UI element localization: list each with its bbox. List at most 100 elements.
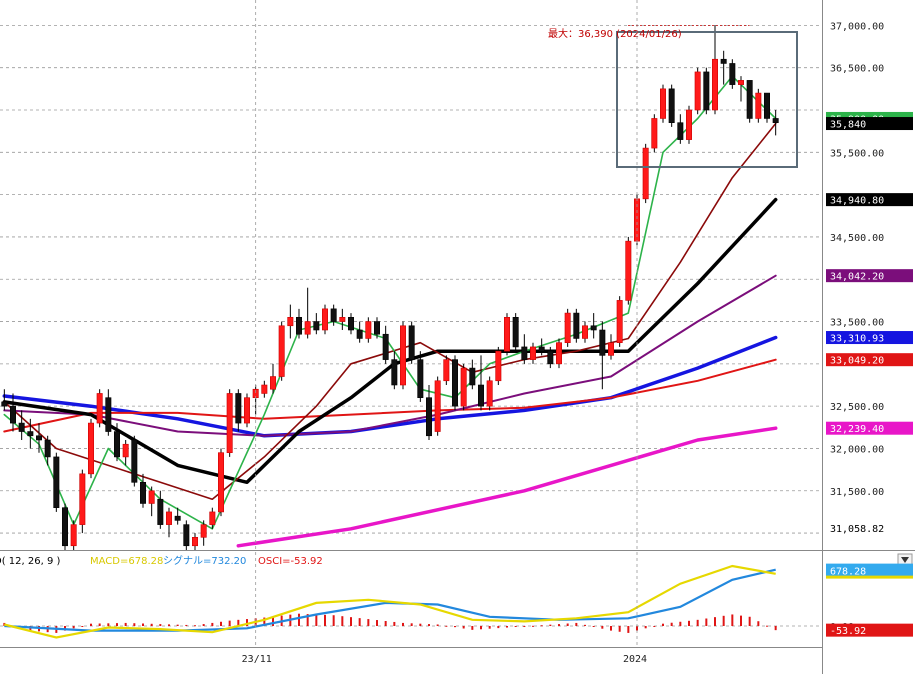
highlight-box bbox=[616, 31, 798, 168]
candle bbox=[348, 313, 354, 335]
candle bbox=[296, 308, 302, 339]
candle bbox=[772, 110, 779, 136]
candle-body bbox=[174, 515, 181, 521]
candle bbox=[183, 520, 190, 550]
candle-body bbox=[616, 300, 623, 343]
candle-body bbox=[53, 456, 60, 508]
macd-params-label: D( 12, 26, 9 ) bbox=[0, 556, 60, 567]
candle bbox=[304, 287, 311, 339]
candle bbox=[417, 351, 424, 402]
osci-bar bbox=[332, 615, 335, 626]
candle-body bbox=[140, 482, 146, 504]
candle bbox=[530, 342, 536, 364]
candle bbox=[703, 67, 710, 115]
price-tick-label: 32,000.00 bbox=[830, 444, 884, 455]
osci-bar bbox=[272, 616, 274, 626]
osci-bar bbox=[601, 626, 604, 629]
candle-body bbox=[304, 321, 311, 335]
osci-bar bbox=[228, 620, 231, 626]
price-tag-label: 35,840 bbox=[830, 120, 866, 131]
osci-bar bbox=[306, 614, 309, 626]
candle-body bbox=[755, 92, 762, 119]
osci-bar bbox=[618, 626, 621, 632]
osci-bar bbox=[315, 614, 318, 626]
candle bbox=[140, 473, 146, 508]
candle-body bbox=[148, 490, 155, 504]
candle-body bbox=[192, 537, 198, 547]
osci-bar bbox=[731, 614, 734, 626]
time-tick-label: 23/11 bbox=[242, 654, 272, 665]
price-tag: 34,042.20 bbox=[826, 269, 913, 283]
candle-body bbox=[712, 58, 718, 111]
candle-body bbox=[660, 88, 666, 119]
candle bbox=[504, 313, 510, 356]
candle-body bbox=[200, 524, 207, 538]
candle-body bbox=[426, 397, 432, 437]
price-tick-label: 31,500.00 bbox=[830, 487, 884, 498]
osci-bar bbox=[679, 621, 682, 626]
candle bbox=[313, 313, 320, 335]
candle-body bbox=[521, 346, 528, 360]
candle-body bbox=[296, 317, 302, 335]
osci-bar bbox=[480, 626, 482, 630]
candle bbox=[18, 410, 25, 440]
candle bbox=[443, 355, 450, 385]
candle bbox=[677, 114, 684, 144]
candle bbox=[469, 359, 476, 390]
price-tags: 35,900.0035,84034,940.8034,042.2033,310.… bbox=[826, 111, 913, 535]
macd-series bbox=[0, 564, 822, 639]
candle-body bbox=[573, 312, 580, 339]
candle bbox=[226, 389, 233, 457]
candle-body bbox=[408, 325, 415, 360]
candle bbox=[625, 236, 632, 305]
osci-bar bbox=[627, 626, 630, 633]
osci-bar bbox=[497, 626, 500, 629]
candle bbox=[96, 389, 103, 428]
osci-bar bbox=[471, 626, 474, 630]
osci-bar bbox=[488, 626, 491, 629]
osci-bar bbox=[506, 626, 508, 628]
candle-body bbox=[547, 350, 554, 365]
osci-bar bbox=[462, 626, 465, 629]
price-tag: 31,058.82 bbox=[826, 521, 913, 535]
osci-bar bbox=[549, 624, 552, 626]
candle-body bbox=[608, 342, 614, 356]
candle-body bbox=[677, 122, 684, 140]
candle-body bbox=[590, 325, 597, 331]
candle-body bbox=[642, 147, 649, 200]
candle bbox=[564, 308, 571, 347]
candle bbox=[573, 308, 580, 343]
candle-body bbox=[365, 321, 372, 339]
candle bbox=[712, 25, 718, 115]
candle-body bbox=[564, 312, 571, 343]
candle-body bbox=[452, 359, 458, 407]
candle-body bbox=[651, 118, 658, 149]
osci-bar bbox=[670, 622, 673, 626]
osci-bar bbox=[159, 624, 162, 626]
candle bbox=[270, 363, 276, 394]
candle bbox=[400, 321, 406, 390]
candle-body bbox=[694, 71, 701, 111]
price-tag-label: 33,310.93 bbox=[830, 334, 884, 345]
candle bbox=[686, 105, 692, 144]
osci-bar bbox=[341, 616, 344, 626]
moving-average-line bbox=[3, 358, 777, 433]
osci-bar bbox=[428, 624, 430, 626]
candle-body bbox=[400, 325, 406, 386]
candle bbox=[356, 321, 363, 343]
candle-body bbox=[348, 317, 354, 331]
candle-body bbox=[62, 507, 68, 547]
candle bbox=[408, 321, 415, 364]
candle-body bbox=[183, 524, 190, 547]
osci-bar bbox=[696, 619, 699, 626]
candle bbox=[746, 80, 753, 123]
candle-body bbox=[218, 452, 224, 513]
osci-bar bbox=[176, 624, 179, 626]
candle-body bbox=[556, 342, 562, 365]
price-tag: 33,310.93 bbox=[826, 331, 913, 345]
candle-body bbox=[599, 329, 606, 356]
osci-bar bbox=[124, 622, 127, 626]
candle bbox=[642, 143, 649, 204]
osci-bar bbox=[523, 626, 526, 627]
